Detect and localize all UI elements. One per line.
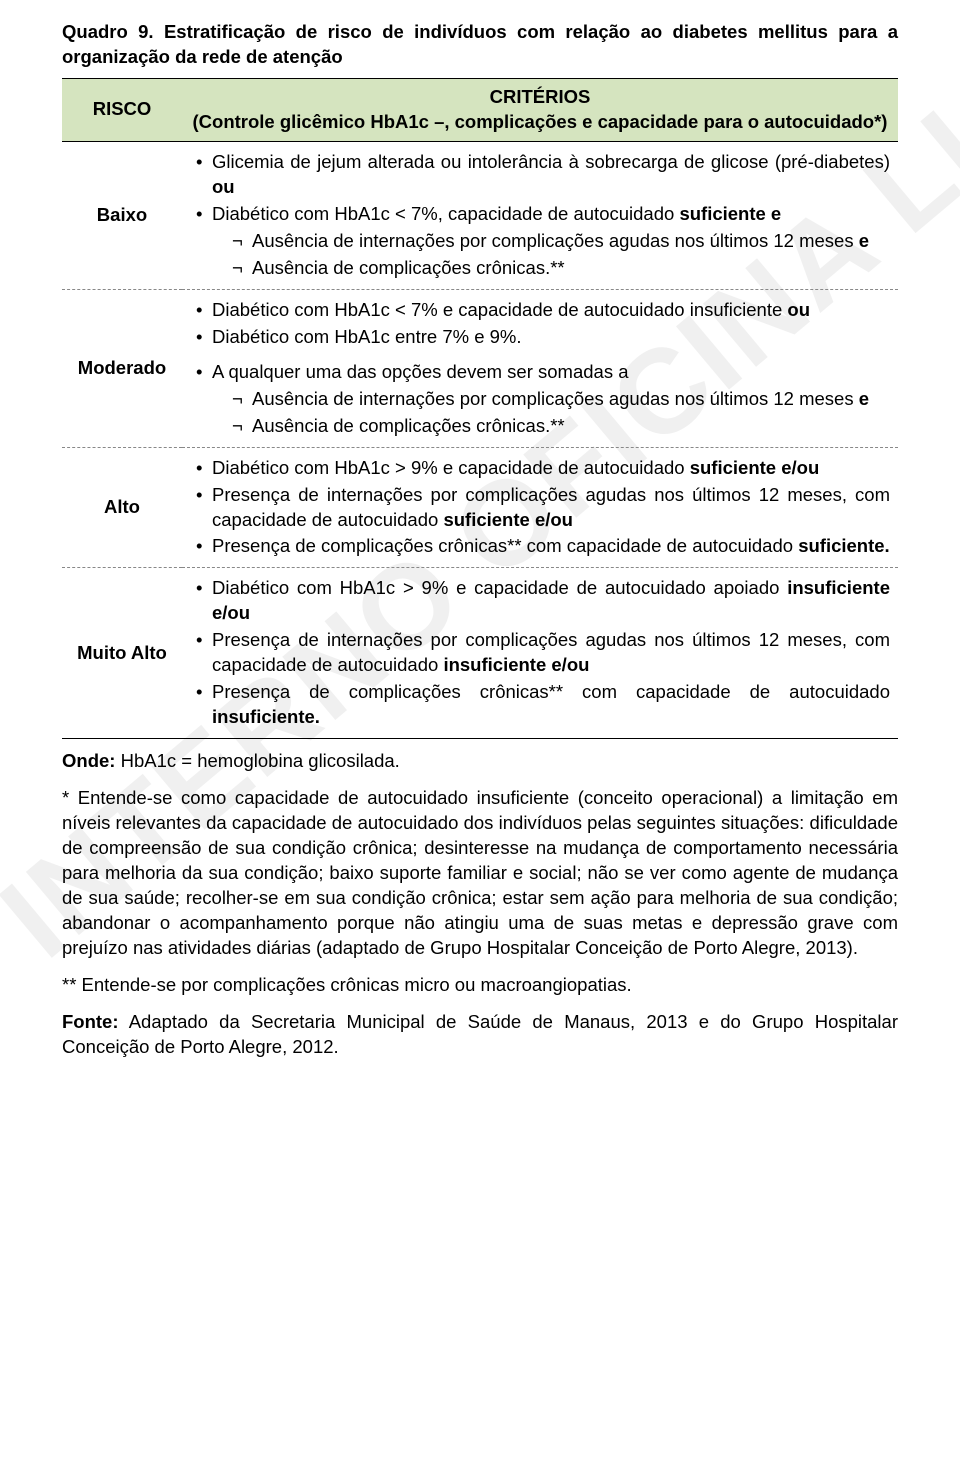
list-item: Diabético com HbA1c > 9% e capacidade de… (190, 576, 890, 626)
fonte-text: Adaptado da Secretaria Municipal de Saúd… (62, 1011, 898, 1057)
onde-line: Onde: HbA1c = hemoglobina glicosilada. (62, 749, 898, 774)
list-item: Diabético com HbA1c < 7% e capacidade de… (190, 298, 890, 323)
text: A qualquer uma das opções devem ser soma… (212, 361, 629, 382)
risk-label-moderado: Moderado (62, 289, 182, 447)
title-label: Quadro 9. (62, 21, 154, 42)
text: Glicemia de jejum alterada ou intolerânc… (212, 151, 890, 172)
bold: e (859, 230, 869, 251)
fonte-label: Fonte: (62, 1011, 119, 1032)
text: Diabético com HbA1c < 7% e capacidade de… (212, 299, 787, 320)
bold: suficiente e/ou (690, 457, 820, 478)
criteria-muitoalto: Diabético com HbA1c > 9% e capacidade de… (182, 568, 898, 739)
list-item: A qualquer uma das opções devem ser soma… (190, 360, 890, 439)
table-title: Quadro 9. Estratificação de risco de ind… (62, 20, 898, 70)
table-row: Muito Alto Diabético com HbA1c > 9% e ca… (62, 568, 898, 739)
bold: suficiente e (679, 203, 781, 224)
list-item: Ausência de internações por complicações… (212, 229, 890, 254)
header-criteria: CRITÉRIOS (Controle glicêmico HbA1c –, c… (182, 78, 898, 141)
bold: ou (787, 299, 810, 320)
list-item: Diabético com HbA1c < 7%, capacidade de … (190, 202, 890, 281)
list-item: Ausência de complicações crônicas.** (212, 256, 890, 281)
risk-label-baixo: Baixo (62, 141, 182, 289)
list-item: Diabético com HbA1c > 9% e capacidade de… (190, 456, 890, 481)
list-item: Presença de complicações crônicas** com … (190, 680, 890, 730)
bold: ou (212, 176, 235, 197)
risk-label-muitoalto: Muito Alto (62, 568, 182, 739)
table-row: Moderado Diabético com HbA1c < 7% e capa… (62, 289, 898, 447)
text: Presença de complicações crônicas** com … (212, 681, 890, 702)
list-item: Ausência de internações por complicações… (212, 387, 890, 412)
criteria-moderado: Diabético com HbA1c < 7% e capacidade de… (182, 289, 898, 447)
list-item: Glicemia de jejum alterada ou intolerânc… (190, 150, 890, 200)
bold: e (859, 388, 869, 409)
table-header-row: RISCO CRITÉRIOS (Controle glicêmico HbA1… (62, 78, 898, 141)
header-criteria-line2: (Controle glicêmico HbA1c –, complicaçõe… (190, 110, 890, 135)
text: Ausência de internações por complicações… (252, 388, 859, 409)
text: Diabético com HbA1c > 9% e capacidade de… (212, 457, 690, 478)
fonte-line: Fonte: Adaptado da Secretaria Municipal … (62, 1010, 898, 1060)
list-item: Presença de complicações crônicas** com … (190, 534, 890, 559)
list-item: Diabético com HbA1c entre 7% e 9%. (190, 325, 890, 350)
footnote-2: ** Entende-se por complicações crônicas … (62, 973, 898, 998)
risk-table: RISCO CRITÉRIOS (Controle glicêmico HbA1… (62, 78, 898, 739)
bold: insuficiente. (212, 706, 320, 727)
bold: insuficiente e/ou (443, 654, 589, 675)
list-item: Presença de internações por complicações… (190, 483, 890, 533)
header-risk: RISCO (62, 78, 182, 141)
table-row: Alto Diabético com HbA1c > 9% e capacida… (62, 447, 898, 568)
document-content: Quadro 9. Estratificação de risco de ind… (62, 20, 898, 1060)
bold: suficiente. (798, 535, 890, 556)
text: Presença de complicações crônicas** com … (212, 535, 798, 556)
text: Diabético com HbA1c > 9% e capacidade de… (212, 577, 787, 598)
criteria-baixo: Glicemia de jejum alterada ou intolerânc… (182, 141, 898, 289)
title-text: Estratificação de risco de indivíduos co… (62, 21, 898, 67)
criteria-alto: Diabético com HbA1c > 9% e capacidade de… (182, 447, 898, 568)
list-item: Ausência de complicações crônicas.** (212, 414, 890, 439)
header-criteria-line1: CRITÉRIOS (190, 85, 890, 110)
onde-label: Onde: (62, 750, 115, 771)
list-item: Presença de internações por complicações… (190, 628, 890, 678)
bold: suficiente e/ou (443, 509, 573, 530)
onde-text: HbA1c = hemoglobina glicosilada. (115, 750, 399, 771)
table-row: Baixo Glicemia de jejum alterada ou into… (62, 141, 898, 289)
text: Diabético com HbA1c < 7%, capacidade de … (212, 203, 679, 224)
text: Ausência de internações por complicações… (252, 230, 859, 251)
footnote-1: * Entende-se como capacidade de autocuid… (62, 786, 898, 961)
risk-label-alto: Alto (62, 447, 182, 568)
